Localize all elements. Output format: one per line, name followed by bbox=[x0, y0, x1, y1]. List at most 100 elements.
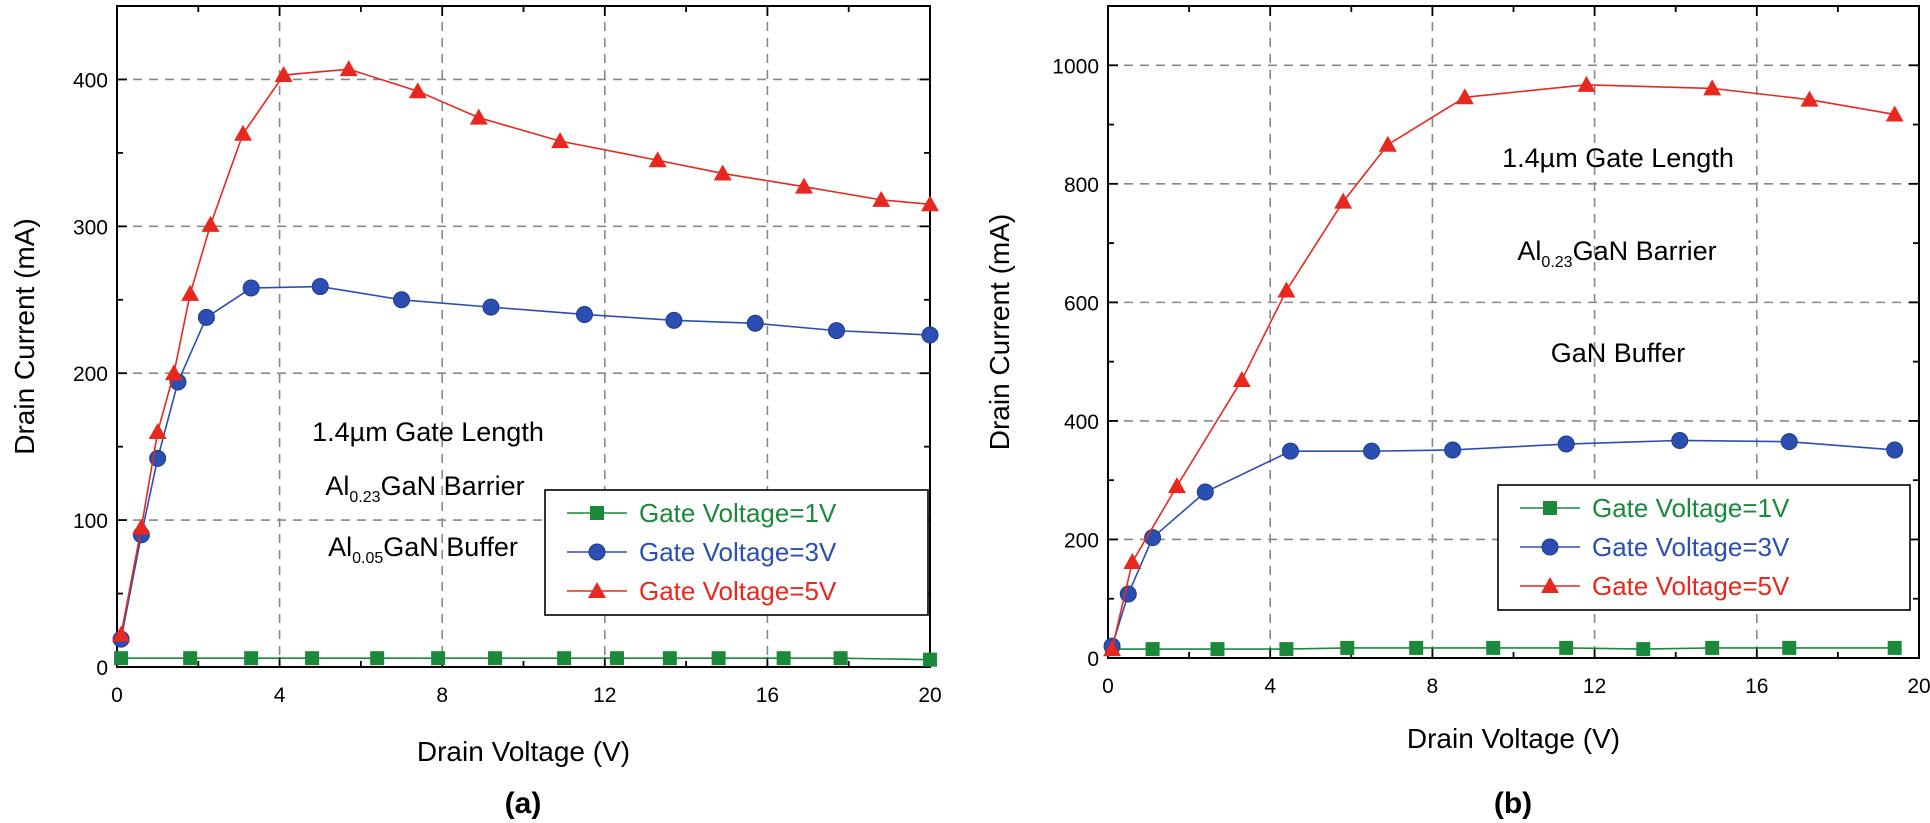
data-point bbox=[1363, 442, 1381, 460]
data-point bbox=[148, 422, 167, 439]
y-tick-label: 0 bbox=[96, 657, 108, 680]
data-point bbox=[1455, 88, 1474, 105]
annotation-text: GaN Barrier bbox=[381, 471, 525, 501]
data-point bbox=[1279, 642, 1294, 657]
annotation-text: Al bbox=[1517, 236, 1541, 266]
annotation: 1.4µm Gate Length bbox=[1502, 143, 1734, 173]
data-point bbox=[1885, 105, 1904, 122]
y-tick-label: 600 bbox=[1064, 292, 1099, 315]
data-point bbox=[921, 195, 939, 212]
x-tick-label: 0 bbox=[111, 684, 123, 707]
x-tick-label: 4 bbox=[1264, 675, 1276, 698]
x-tick-label: 4 bbox=[274, 684, 286, 707]
series-line bbox=[120, 285, 931, 640]
data-point bbox=[1334, 192, 1353, 209]
series-square bbox=[1105, 640, 1902, 657]
x-tick-label: 12 bbox=[1583, 675, 1606, 698]
data-point bbox=[1196, 483, 1214, 501]
y-tick-label: 100 bbox=[73, 510, 108, 533]
legend-label: Gate Voltage=5V bbox=[639, 576, 837, 606]
data-point bbox=[1277, 281, 1296, 298]
y-axis-label: Drain Current (mA) bbox=[9, 218, 40, 454]
y-tick-label: 200 bbox=[73, 363, 108, 386]
legend-label: Gate Voltage=5V bbox=[1592, 571, 1790, 601]
data-point bbox=[833, 651, 848, 666]
data-point bbox=[648, 151, 667, 168]
panel-label: (b) bbox=[1494, 787, 1532, 820]
annotation-subscript: 0.05 bbox=[352, 550, 383, 567]
data-point bbox=[1780, 433, 1798, 451]
data-point bbox=[311, 278, 329, 296]
legend-marker bbox=[588, 543, 606, 561]
data-point bbox=[1782, 640, 1797, 655]
data-point bbox=[305, 651, 320, 666]
data-point bbox=[1281, 442, 1299, 460]
data-point bbox=[1145, 642, 1160, 657]
annotation-subscript: 0.23 bbox=[349, 489, 380, 506]
data-point bbox=[339, 60, 358, 77]
data-point bbox=[242, 279, 260, 297]
data-point bbox=[201, 215, 220, 232]
data-point bbox=[1210, 642, 1225, 657]
annotation: Al0.23GaN Barrier bbox=[1517, 236, 1716, 271]
data-point bbox=[114, 651, 129, 666]
data-point bbox=[1577, 75, 1596, 92]
panel-label: (a) bbox=[505, 787, 542, 820]
annotation-subscript: 0.23 bbox=[1541, 254, 1572, 271]
axes-frame bbox=[1107, 5, 1920, 659]
x-tick-label: 12 bbox=[593, 684, 616, 707]
series-line bbox=[1111, 84, 1895, 650]
data-point bbox=[1886, 441, 1904, 459]
data-point bbox=[665, 311, 683, 329]
data-point bbox=[872, 190, 891, 207]
legend-marker bbox=[1541, 538, 1559, 556]
annotation: Al0.05GaN Buffer bbox=[328, 532, 518, 567]
data-point bbox=[921, 326, 939, 344]
x-tick-label: 20 bbox=[1907, 675, 1930, 698]
data-point bbox=[181, 284, 200, 301]
y-tick-label: 200 bbox=[1064, 529, 1099, 552]
data-point bbox=[1800, 90, 1819, 107]
x-tick-label: 8 bbox=[436, 684, 448, 707]
data-point bbox=[1671, 431, 1689, 449]
data-point bbox=[1557, 435, 1575, 453]
series-triangle bbox=[1103, 75, 1904, 657]
annotation: 1.4µm Gate Length bbox=[312, 417, 544, 447]
data-point bbox=[183, 651, 198, 666]
data-point bbox=[1705, 640, 1720, 655]
data-point bbox=[1378, 135, 1397, 152]
y-tick-label: 300 bbox=[73, 216, 108, 239]
data-point bbox=[408, 82, 427, 99]
data-point bbox=[482, 298, 500, 316]
series-line bbox=[121, 657, 931, 661]
x-axis-label: Drain Voltage (V) bbox=[1407, 723, 1620, 754]
annotation-text: Al bbox=[328, 532, 352, 562]
data-point bbox=[1167, 477, 1186, 494]
x-tick-label: 0 bbox=[1102, 675, 1114, 698]
annotation: Al0.23GaN Barrier bbox=[325, 471, 524, 506]
x-tick-label: 16 bbox=[1745, 675, 1768, 698]
data-point bbox=[923, 652, 937, 667]
data-point bbox=[1119, 585, 1137, 603]
y-tick-label: 400 bbox=[73, 69, 108, 92]
data-point bbox=[393, 291, 411, 309]
y-axis-label: Drain Current (mA) bbox=[984, 214, 1015, 450]
y-tick-label: 800 bbox=[1064, 174, 1099, 197]
annotation-text: Al bbox=[325, 471, 349, 501]
data-point bbox=[1636, 642, 1651, 657]
data-point bbox=[575, 305, 593, 323]
data-point bbox=[794, 177, 813, 194]
annotation-text: GaN Buffer bbox=[1551, 338, 1686, 368]
data-point bbox=[112, 625, 131, 642]
data-point bbox=[609, 651, 624, 666]
legend-label: Gate Voltage=1V bbox=[1592, 493, 1790, 523]
legend-marker bbox=[1541, 577, 1559, 593]
data-point bbox=[1486, 640, 1501, 655]
data-point bbox=[164, 364, 183, 381]
data-point bbox=[234, 124, 253, 141]
x-axis-label: Drain Voltage (V) bbox=[417, 736, 630, 767]
x-tick-label: 8 bbox=[1427, 675, 1439, 698]
